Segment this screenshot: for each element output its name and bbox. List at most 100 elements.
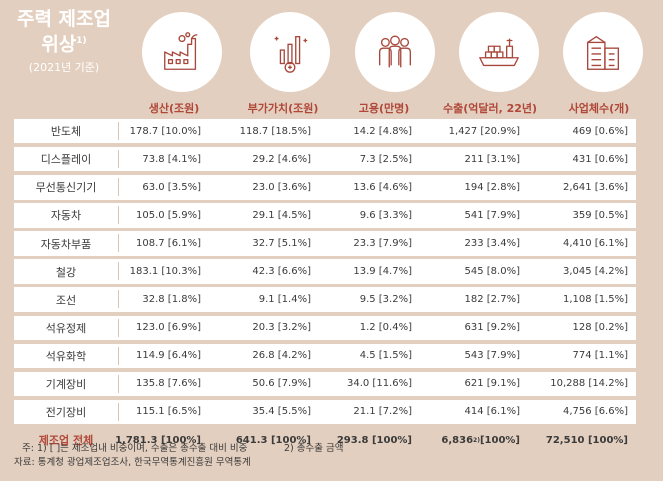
row-divider	[118, 262, 119, 281]
cell-firms: 128 [0.2%]	[572, 322, 628, 334]
table-row: 조선 32.8 [1.8%] 9.1 [1.4%] 9.5 [3.2%] 182…	[14, 287, 636, 312]
cell-export: 543 [7.9%]	[464, 350, 520, 362]
cell-employment: 13.6 [4.6%]	[353, 181, 412, 193]
cell-employment: 9.6 [3.3%]	[359, 209, 412, 221]
cell-value-added: 118.7 [18.5%]	[239, 125, 311, 137]
cell-production: 32.8 [1.8%]	[142, 294, 201, 306]
cell-value-added: 26.8 [4.2%]	[252, 350, 311, 362]
row-label: 디스플레이	[40, 153, 92, 167]
row-label: 자동차	[50, 209, 82, 223]
cell-firms: 10,288 [14.2%]	[550, 378, 628, 390]
cargo-ship-icon	[459, 12, 539, 92]
total-row: 제조업 전체 1,781.3 [100%] 641.3 [100%] 293.8…	[14, 427, 636, 453]
table-row: 석유화학 114.9 [6.4%] 26.8 [4.2%] 4.5 [1.5%]…	[14, 343, 636, 369]
table-row: 전기장비 115.1 [6.5%] 35.4 [5.5%] 21.1 [7.2%…	[14, 399, 636, 425]
employees-icon	[355, 12, 435, 92]
row-label: 반도체	[50, 125, 82, 139]
row-divider	[118, 122, 119, 140]
row-divider	[118, 402, 119, 421]
table-row: 석유정제 123.0 [6.9%] 20.3 [3.2%] 1.2 [0.4%]…	[14, 315, 636, 340]
cell-employment: 13.9 [4.7%]	[353, 266, 412, 278]
row-label: 철강	[55, 265, 77, 279]
row-label: 석유화학	[45, 349, 87, 363]
cell-export: 182 [2.7%]	[464, 294, 520, 306]
row-divider	[118, 346, 119, 365]
column-header-value-added: 부가가치(조원)	[247, 102, 319, 115]
column-header-employment: 고용(만명)	[358, 102, 410, 115]
row-divider	[118, 234, 119, 253]
cell-production: 115.1 [6.5%]	[135, 406, 201, 418]
cell-export: 621 [9.1%]	[464, 378, 520, 390]
cell-employment: 34.0 [11.6%]	[346, 378, 412, 390]
footnote-1: 주: 1) [ ]는 제조업내 비중이며, 수출은 총수출 대비 비중	[22, 443, 248, 454]
column-header-export: 수출(억달러, 22년)	[442, 102, 538, 115]
cell-value-added: 32.7 [5.1%]	[252, 238, 311, 249]
table-row: 자동차 105.0 [5.9%] 29.1 [4.5%] 9.6 [3.3%] …	[14, 203, 636, 228]
total-export-footnote-mark: 2)	[473, 436, 480, 444]
row-label: 자동차부품	[40, 237, 92, 251]
row-label: 조선	[55, 293, 77, 307]
row-divider	[118, 290, 119, 309]
page-title-line1: 주력 제조업	[16, 8, 111, 30]
total-export: 6,836 2) [100%]	[441, 428, 520, 452]
row-label: 무선통신기기	[35, 181, 97, 195]
cell-production: 108.7 [6.1%]	[135, 238, 201, 249]
total-employment: 293.8 [100%]	[336, 434, 412, 446]
page-title-text: 위상	[41, 33, 77, 56]
cell-export: 211 [3.1%]	[464, 153, 520, 165]
title-block: 주력 제조업 위상1) (2021년 기준)	[14, 8, 114, 75]
cell-export: 541 [7.9%]	[464, 209, 520, 221]
table-row: 무선통신기기 63.0 [3.5%] 23.0 [3.6%] 13.6 [4.6…	[14, 175, 636, 200]
cell-firms: 4,410 [6.1%]	[562, 238, 628, 249]
value-added-chart-icon	[250, 12, 330, 92]
cell-firms: 431 [0.6%]	[572, 153, 628, 165]
total-label: 제조업 전체	[38, 434, 94, 448]
cell-employment: 7.3 [2.5%]	[359, 153, 412, 165]
cell-export: 194 [2.8%]	[464, 181, 520, 193]
total-export-value: 6,836	[441, 434, 474, 446]
cell-production: 63.0 [3.5%]	[142, 181, 201, 193]
row-divider	[118, 318, 119, 337]
row-divider	[118, 206, 119, 225]
footnotes: 주: 1) [ ]는 제조업내 비중이며, 수출은 총수출 대비 비중 2) 총…	[14, 442, 344, 470]
total-firms: 72,510 [100%]	[545, 434, 628, 446]
footnote-2: 2) 총수출 금액	[284, 443, 344, 454]
row-label: 기계장비	[45, 377, 87, 391]
manufacturing-table: 반도체 178.7 [10.0%] 118.7 [18.5%] 14.2 [4.…	[14, 119, 636, 456]
page-title-line2: 위상1)	[14, 30, 114, 55]
cell-export: 545 [8.0%]	[464, 266, 520, 278]
factory-icon	[142, 12, 222, 92]
building-icon	[563, 12, 643, 92]
cell-employment: 9.5 [3.2%]	[359, 294, 412, 306]
cell-production: 135.8 [7.6%]	[135, 378, 201, 390]
cell-employment: 1.2 [0.4%]	[359, 322, 412, 334]
cell-production: 183.1 [10.3%]	[129, 266, 201, 278]
cell-firms: 469 [0.6%]	[572, 125, 628, 137]
cell-export: 414 [6.1%]	[464, 406, 520, 418]
table-row: 기계장비 135.8 [7.6%] 50.6 [7.9%] 34.0 [11.6…	[14, 371, 636, 397]
page-subtitle: (2021년 기준)	[28, 61, 100, 75]
cell-value-added: 42.3 [6.6%]	[252, 266, 311, 278]
table-row: 철강 183.1 [10.3%] 42.3 [6.6%] 13.9 [4.7%]…	[14, 259, 636, 284]
cell-firms: 359 [0.5%]	[572, 209, 628, 221]
cell-firms: 4,756 [6.6%]	[562, 406, 628, 418]
row-divider	[118, 374, 119, 393]
cell-production: 123.0 [6.9%]	[135, 322, 201, 334]
total-export-share: [100%]	[479, 434, 520, 446]
cell-firms: 1,108 [1.5%]	[562, 294, 628, 306]
cell-value-added: 23.0 [3.6%]	[252, 181, 311, 193]
total-value-added: 641.3 [100%]	[235, 434, 311, 446]
row-label: 전기장비	[45, 405, 87, 419]
row-divider	[118, 178, 119, 197]
cell-value-added: 29.1 [4.5%]	[252, 209, 311, 221]
cell-firms: 3,045 [4.2%]	[562, 266, 628, 278]
cell-firms: 2,641 [3.6%]	[562, 181, 628, 193]
cell-export: 1,427 [20.9%]	[448, 125, 520, 137]
title-footnote-mark: 1)	[76, 36, 87, 46]
cell-value-added: 20.3 [3.2%]	[252, 322, 311, 334]
row-label: 석유정제	[45, 321, 87, 335]
cell-value-added: 9.1 [1.4%]	[258, 294, 311, 306]
table-row: 반도체 178.7 [10.0%] 118.7 [18.5%] 14.2 [4.…	[14, 119, 636, 144]
cell-value-added: 50.6 [7.9%]	[252, 378, 311, 390]
column-header-production: 생산(조원)	[148, 102, 200, 115]
